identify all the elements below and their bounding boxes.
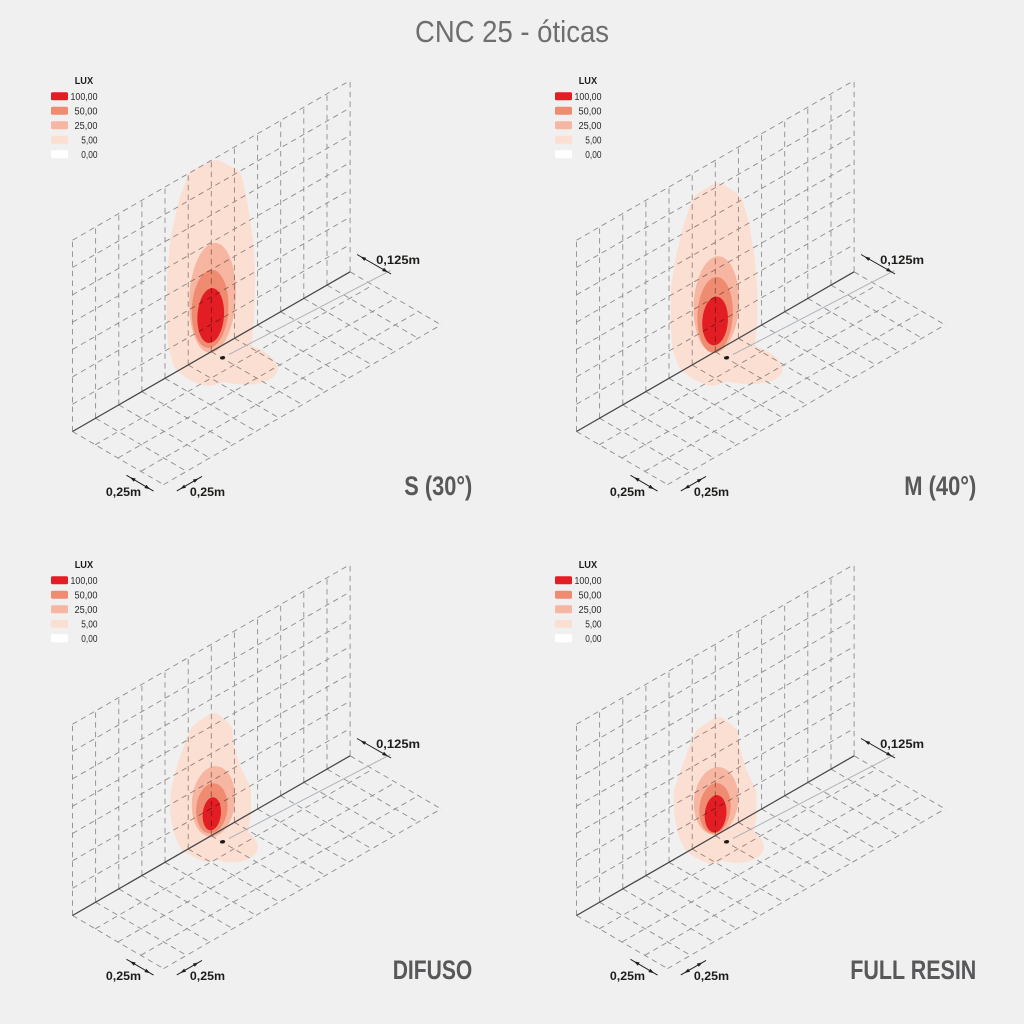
svg-text:FULL RESIN: FULL RESIN <box>850 955 976 985</box>
svg-text:S (30°): S (30°) <box>404 471 472 501</box>
svg-text:M (40°): M (40°) <box>904 471 976 501</box>
svg-text:CNC 25 - óticas: CNC 25 - óticas <box>415 14 609 49</box>
svg-text:DIFUSO: DIFUSO <box>393 955 473 985</box>
